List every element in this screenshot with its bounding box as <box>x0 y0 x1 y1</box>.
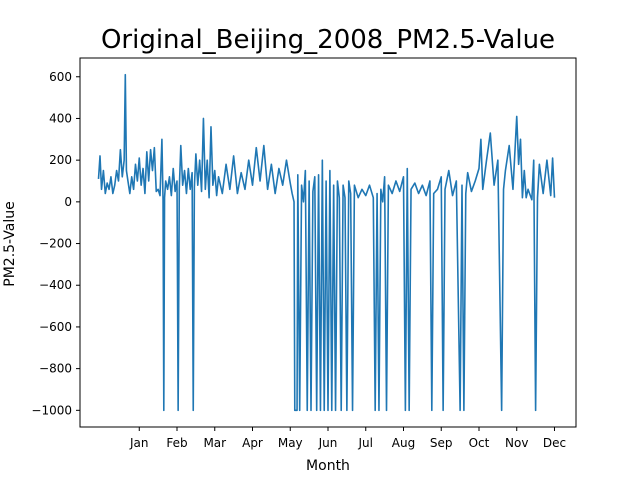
pm25-series-line <box>97 73 556 412</box>
y-tick-label: −400 <box>39 278 72 292</box>
y-tick-label: −800 <box>39 362 72 376</box>
plot-area <box>97 73 556 412</box>
x-tick-label: Dec <box>543 436 566 450</box>
x-tick-label: May <box>278 436 303 450</box>
x-tick-label: Nov <box>505 436 528 450</box>
x-tick-label: Feb <box>166 436 187 450</box>
y-tick-label: 400 <box>49 111 72 125</box>
y-tick-label: 0 <box>64 195 72 209</box>
y-axis-label: PM2.5-Value <box>2 201 18 286</box>
x-tick-label: Jul <box>358 436 373 450</box>
y-tick-label: 600 <box>49 70 72 84</box>
plot-frame <box>79 57 577 428</box>
x-tick-label: Jan <box>129 436 149 450</box>
y-tick-label: 200 <box>49 153 72 167</box>
x-tick-label: Mar <box>203 436 226 450</box>
x-tick-label: Sep <box>430 436 453 450</box>
chart-title: Original_Beijing_2008_PM2.5-Value <box>101 25 555 55</box>
x-tick-label: Aug <box>392 436 415 450</box>
y-tick-label: −200 <box>39 237 72 251</box>
x-tick-label: Jun <box>318 436 338 450</box>
x-tick-label: Oct <box>469 436 490 450</box>
x-axis-label: Month <box>306 458 350 474</box>
y-tick-label: −1000 <box>31 403 72 417</box>
y-axis-ticks: −1000 −800 −600 −400 −200 0 200 400 600 <box>31 70 80 417</box>
y-tick-label: −600 <box>39 320 72 334</box>
x-tick-label: Apr <box>242 436 263 450</box>
x-axis-ticks: Jan Feb Mar Apr May Jun Jul Aug Sep Oct Nov Dec <box>129 427 566 450</box>
